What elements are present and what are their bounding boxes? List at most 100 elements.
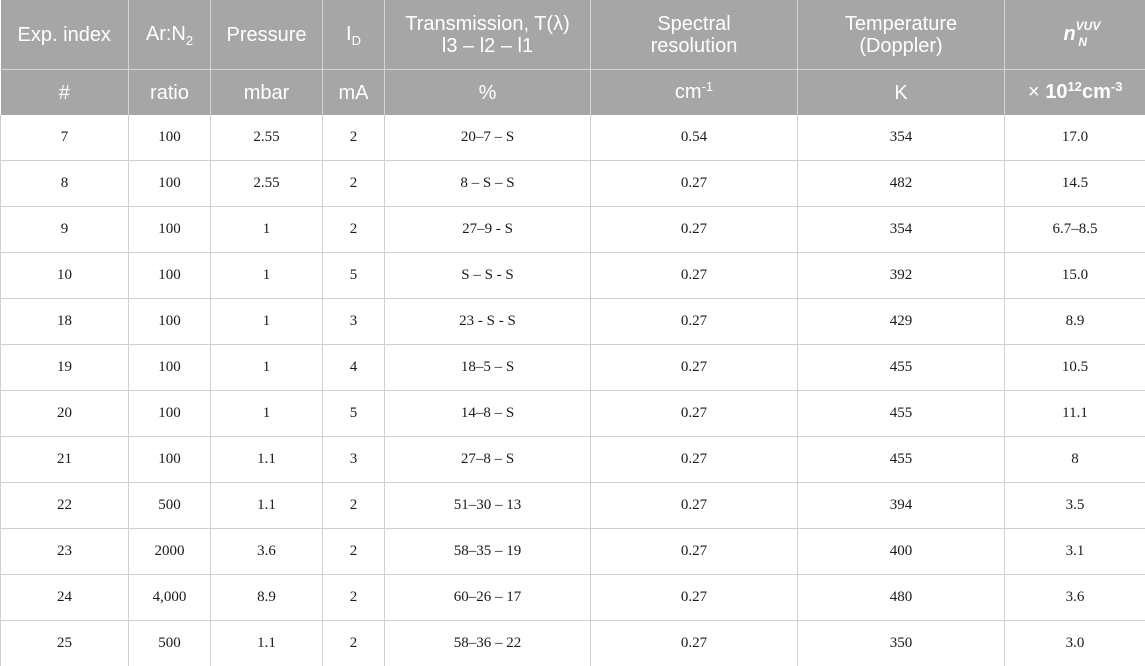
cell-current: 3 [323, 437, 385, 483]
header-row-units: # ratio mbar mA % cm-1 K × 1012cm-3 [1, 70, 1145, 116]
cell-exp-index: 7 [1, 115, 129, 161]
cell-transmission: 27–8 – S [385, 437, 591, 483]
cell-ratio: 2000 [129, 529, 211, 575]
cell-density: 11.1 [1005, 391, 1145, 437]
cell-pressure: 1 [211, 253, 323, 299]
cell-density: 17.0 [1005, 115, 1145, 161]
unit-temperature: K [798, 70, 1005, 116]
cell-temperature: 354 [798, 115, 1005, 161]
cell-resolution: 0.27 [591, 299, 798, 345]
cell-ratio: 100 [129, 253, 211, 299]
cell-resolution: 0.27 [591, 437, 798, 483]
cell-ratio: 100 [129, 161, 211, 207]
cell-transmission: 27–9 - S [385, 207, 591, 253]
cell-density: 8.9 [1005, 299, 1145, 345]
cell-transmission: 14–8 – S [385, 391, 591, 437]
cell-ratio: 500 [129, 621, 211, 666]
cell-density: 14.5 [1005, 161, 1145, 207]
cell-temperature: 354 [798, 207, 1005, 253]
cell-ratio: 100 [129, 437, 211, 483]
cell-current: 3 [323, 299, 385, 345]
cell-density: 3.1 [1005, 529, 1145, 575]
cell-pressure: 1.1 [211, 483, 323, 529]
header-transmission: Transmission, T(λ)l3 – l2 – l1 [385, 0, 591, 70]
cell-resolution: 0.27 [591, 391, 798, 437]
header-row-titles: Exp. index Ar:N2 Pressure ID Transmissio… [1, 0, 1145, 70]
cell-pressure: 2.55 [211, 115, 323, 161]
unit-current: mA [323, 70, 385, 116]
cell-transmission: 58–36 – 22 [385, 621, 591, 666]
cell-temperature: 455 [798, 391, 1005, 437]
cell-resolution: 0.27 [591, 483, 798, 529]
unit-density: × 1012cm-3 [1005, 70, 1145, 116]
cell-temperature: 455 [798, 437, 1005, 483]
cell-exp-index: 19 [1, 345, 129, 391]
cell-current: 5 [323, 253, 385, 299]
cell-ratio: 100 [129, 299, 211, 345]
cell-pressure: 3.6 [211, 529, 323, 575]
unit-resolution: cm-1 [591, 70, 798, 116]
cell-current: 2 [323, 115, 385, 161]
unit-pressure: mbar [211, 70, 323, 116]
cell-exp-index: 20 [1, 391, 129, 437]
cell-temperature: 350 [798, 621, 1005, 666]
cell-temperature: 455 [798, 345, 1005, 391]
cell-density: 15.0 [1005, 253, 1145, 299]
cell-pressure: 2.55 [211, 161, 323, 207]
header-temperature: Temperature(Doppler) [798, 0, 1005, 70]
cell-resolution: 0.27 [591, 575, 798, 621]
cell-pressure: 1 [211, 299, 323, 345]
cell-ratio: 4,000 [129, 575, 211, 621]
cell-exp-index: 18 [1, 299, 129, 345]
unit-transmission: % [385, 70, 591, 116]
cell-density: 6.7–8.5 [1005, 207, 1145, 253]
cell-current: 2 [323, 575, 385, 621]
header-pressure: Pressure [211, 0, 323, 70]
cell-transmission: 23 - S - S [385, 299, 591, 345]
cell-temperature: 392 [798, 253, 1005, 299]
table-header: Exp. index Ar:N2 Pressure ID Transmissio… [1, 0, 1145, 115]
cell-ratio: 500 [129, 483, 211, 529]
cell-exp-index: 24 [1, 575, 129, 621]
cell-ratio: 100 [129, 207, 211, 253]
cell-transmission: 8 – S – S [385, 161, 591, 207]
cell-resolution: 0.27 [591, 529, 798, 575]
cell-current: 5 [323, 391, 385, 437]
cell-exp-index: 21 [1, 437, 129, 483]
cell-transmission: 18–5 – S [385, 345, 591, 391]
cell-density: 3.5 [1005, 483, 1145, 529]
cell-transmission: S – S - S [385, 253, 591, 299]
unit-exp-index: # [1, 70, 129, 116]
cell-current: 4 [323, 345, 385, 391]
cell-ratio: 100 [129, 391, 211, 437]
cell-resolution: 0.27 [591, 345, 798, 391]
cell-transmission: 60–26 – 17 [385, 575, 591, 621]
cell-pressure: 1 [211, 207, 323, 253]
cell-current: 2 [323, 483, 385, 529]
cell-density: 8 [1005, 437, 1145, 483]
cell-temperature: 482 [798, 161, 1005, 207]
cell-resolution: 0.27 [591, 161, 798, 207]
header-ratio: Ar:N2 [129, 0, 211, 70]
cell-current: 2 [323, 621, 385, 666]
cell-pressure: 8.9 [211, 575, 323, 621]
cell-ratio: 100 [129, 115, 211, 161]
cell-current: 2 [323, 207, 385, 253]
cell-resolution: 0.27 [591, 207, 798, 253]
cell-current: 2 [323, 161, 385, 207]
cell-density: 3.6 [1005, 575, 1145, 621]
cell-temperature: 480 [798, 575, 1005, 621]
cell-exp-index: 25 [1, 621, 129, 666]
cell-pressure: 1.1 [211, 621, 323, 666]
cell-transmission: 51–30 – 13 [385, 483, 591, 529]
